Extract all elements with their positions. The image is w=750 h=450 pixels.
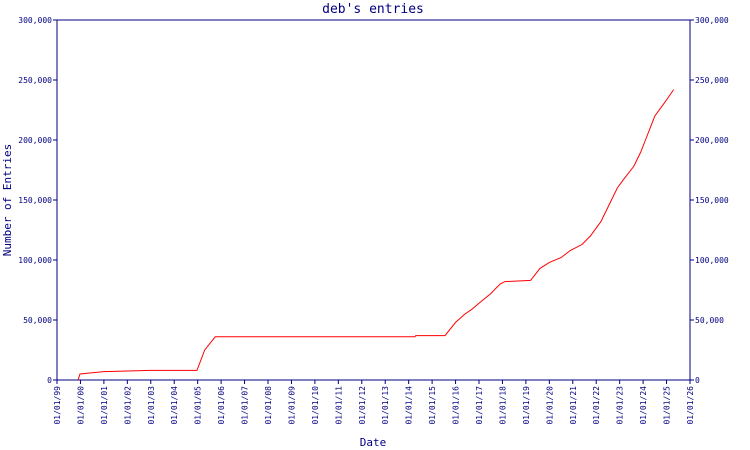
x-tick-label: 01/01/11 (334, 386, 343, 425)
x-tick-label: 01/01/10 (311, 386, 320, 425)
x-tick-label: 01/01/25 (663, 386, 672, 425)
x-tick-label: 01/01/14 (405, 386, 414, 425)
data-line (77, 89, 675, 381)
x-tick-label: 01/01/13 (381, 386, 390, 425)
y-tick-label: 100,000 (18, 256, 52, 265)
y-tick-label: 0 (47, 376, 52, 385)
y-axis-label: Number of Entries (1, 144, 14, 257)
x-tick-label: 01/01/02 (123, 386, 132, 425)
plot-frame (56, 19, 691, 381)
x-tick-label: 01/01/23 (616, 386, 625, 425)
x-tick-label: 01/01/05 (194, 386, 203, 425)
y2-tick-label: 0 (695, 376, 700, 385)
chart-title: deb's entries (322, 2, 424, 17)
y2-tick-label: 250,000 (695, 76, 729, 85)
x-tick-label: 01/01/21 (569, 386, 578, 425)
x-tick-label: 01/01/17 (475, 386, 484, 425)
x-tick-label: 01/01/08 (264, 386, 273, 425)
y2-tick-label: 150,000 (695, 196, 729, 205)
x-tick-label: 01/01/07 (241, 386, 250, 425)
x-tick-label: 01/01/26 (686, 386, 695, 425)
x-tick-label: 01/01/22 (592, 386, 601, 425)
x-tick-label: 01/01/01 (100, 386, 109, 425)
y-tick-label: 250,000 (18, 76, 52, 85)
x-tick-label: 01/01/06 (217, 386, 226, 425)
y-tick-label: 150,000 (18, 196, 52, 205)
x-tick-label: 01/01/16 (452, 386, 461, 425)
x-tick-label: 01/01/19 (522, 386, 531, 425)
y2-tick-label: 300,000 (695, 16, 729, 25)
y-tick-label: 300,000 (18, 16, 52, 25)
y2-tick-label: 200,000 (695, 136, 729, 145)
y2-tick-label: 100,000 (695, 256, 729, 265)
x-tick-label: 01/01/00 (76, 386, 85, 425)
x-tick-label: 01/01/15 (428, 386, 437, 425)
x-axis-label: Date (360, 436, 387, 449)
x-tick-label: 01/01/09 (287, 386, 296, 425)
x-tick-label: 01/01/20 (545, 386, 554, 425)
x-tick-label: 01/01/04 (170, 386, 179, 425)
x-tick-label: 01/01/18 (498, 386, 507, 425)
x-tick-label: 01/01/99 (53, 386, 62, 425)
y-tick-label: 50,000 (23, 316, 52, 325)
y-tick-label: 200,000 (18, 136, 52, 145)
x-tick-label: 01/01/12 (358, 386, 367, 425)
x-tick-label: 01/01/24 (639, 386, 648, 425)
x-tick-label: 01/01/03 (147, 386, 156, 425)
y2-tick-label: 50,000 (695, 316, 724, 325)
